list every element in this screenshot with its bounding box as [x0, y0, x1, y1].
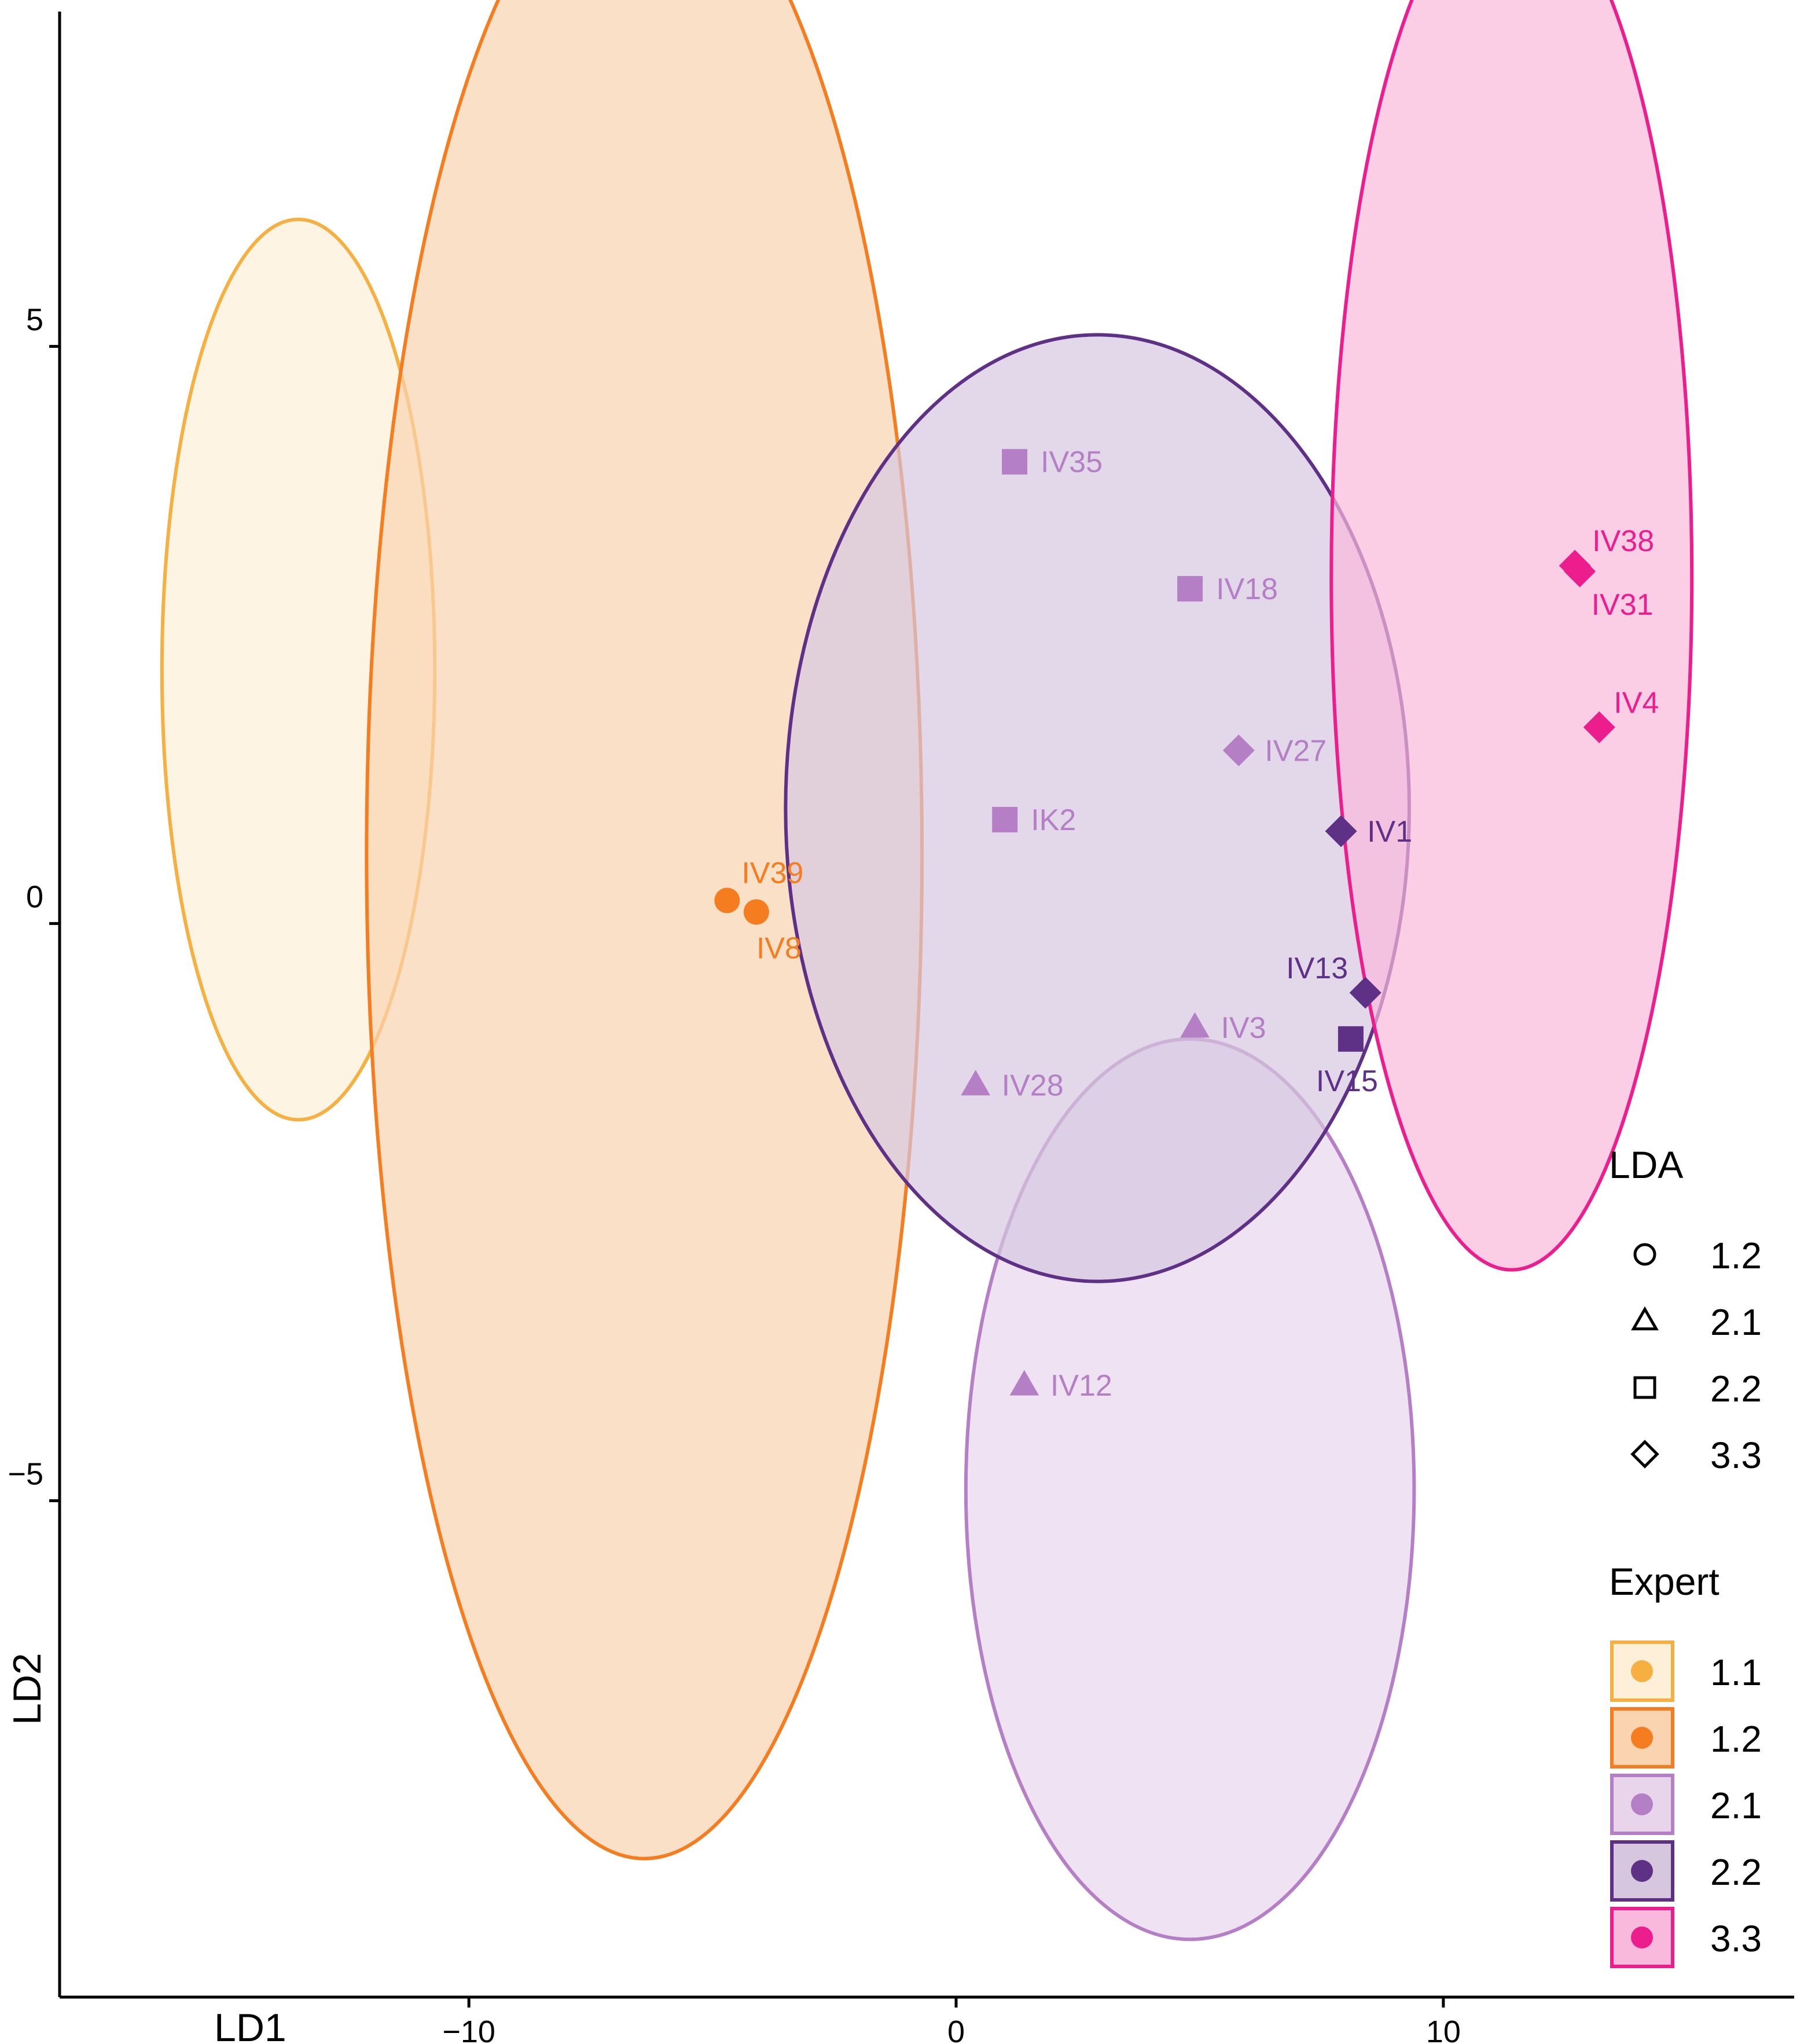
point-iv13	[1349, 977, 1382, 1009]
point-label-iv13: IV13	[1286, 952, 1348, 985]
legend-lda-label: 2.2	[1710, 1368, 1762, 1410]
y-tick-label: −5	[8, 1457, 43, 1492]
x-tick-label: 0	[947, 2014, 965, 2044]
point-iv1	[1325, 815, 1357, 847]
legend-expert-label: 3.3	[1710, 1918, 1762, 1959]
legend-expert-label: 1.2	[1710, 1718, 1762, 1760]
x-tick-label: −10	[442, 2014, 495, 2044]
legend-lda-symbol-circle	[1633, 1243, 1656, 1266]
legend-expert-dot	[1631, 1926, 1653, 1948]
point-label-iv35: IV35	[1041, 446, 1103, 479]
point-label-iv12: IV12	[1050, 1369, 1112, 1403]
y-tick-label: 0	[26, 879, 43, 914]
legend: LDA 1.2 2.1 2.2 3.3 Expert 1.1 1.2 2.1 2.2 3.3	[1609, 1143, 1762, 1968]
legend-expert-dot	[1631, 1660, 1653, 1682]
point-label-iv1: IV1	[1367, 815, 1412, 849]
confidence-ellipses	[160, 0, 1694, 1942]
point-label-iv38: IV38	[1592, 524, 1654, 558]
point-iv3	[1180, 1012, 1210, 1038]
legend-lda-label: 3.3	[1710, 1434, 1762, 1476]
legend-lda-label: 2.1	[1710, 1301, 1762, 1343]
legend-expert-dot	[1631, 1860, 1653, 1882]
point-iv31	[1564, 555, 1596, 588]
point-label-ik2: IK2	[1031, 803, 1076, 837]
axis-ticks: −10 0 10 −5 0 5	[8, 302, 1460, 2044]
x-axis-title: LD1	[214, 2006, 286, 2044]
point-label-iv31: IV31	[1592, 588, 1654, 622]
point-label-iv39: IV39	[741, 857, 803, 890]
point-label-iv15: IV15	[1316, 1065, 1378, 1098]
point-iv8	[743, 899, 769, 925]
point-label-iv28: IV28	[1002, 1069, 1064, 1103]
legend-lda-symbol-diamond	[1630, 1440, 1659, 1469]
point-iv18	[1177, 576, 1203, 602]
legend-lda-title: LDA	[1609, 1143, 1683, 1186]
point-label-iv4: IV4	[1614, 686, 1659, 720]
point-iv12	[1009, 1370, 1039, 1396]
legend-lda-symbol-triangle	[1631, 1306, 1659, 1331]
x-tick-label: 10	[1426, 2014, 1461, 2044]
point-iv27	[1222, 734, 1255, 766]
axes	[58, 12, 1794, 1999]
y-axis-title: LD2	[5, 1653, 49, 1725]
point-labels: IV35 IV18 IV27 IK2 IV3 IV28 IV12 IV1 IV13 IV15 IV3…	[741, 446, 1659, 1403]
point-label-iv27: IV27	[1265, 734, 1327, 768]
point-iv15	[1338, 1026, 1364, 1052]
data-points	[714, 449, 1615, 1396]
legend-expert-label: 1.1	[1710, 1652, 1762, 1693]
point-iv28	[961, 1070, 990, 1096]
point-label-iv8: IV8	[756, 931, 802, 965]
legend-expert-label: 2.1	[1710, 1785, 1762, 1826]
point-ik2	[992, 806, 1018, 832]
point-label-iv18: IV18	[1216, 573, 1278, 606]
legend-expert-title: Expert	[1609, 1560, 1720, 1603]
y-tick-label: 5	[26, 302, 43, 337]
legend-expert-label: 2.2	[1710, 1851, 1762, 1893]
legend-expert-dot	[1631, 1727, 1653, 1749]
legend-lda-symbol-square	[1633, 1376, 1656, 1399]
point-iv39	[714, 887, 740, 913]
legend-lda-label: 1.2	[1710, 1235, 1762, 1276]
point-iv4	[1583, 711, 1615, 743]
point-label-iv3: IV3	[1221, 1011, 1266, 1045]
point-iv35	[1002, 449, 1028, 475]
ellipse-3-3	[1329, 0, 1694, 1272]
legend-expert-dot	[1631, 1793, 1653, 1815]
